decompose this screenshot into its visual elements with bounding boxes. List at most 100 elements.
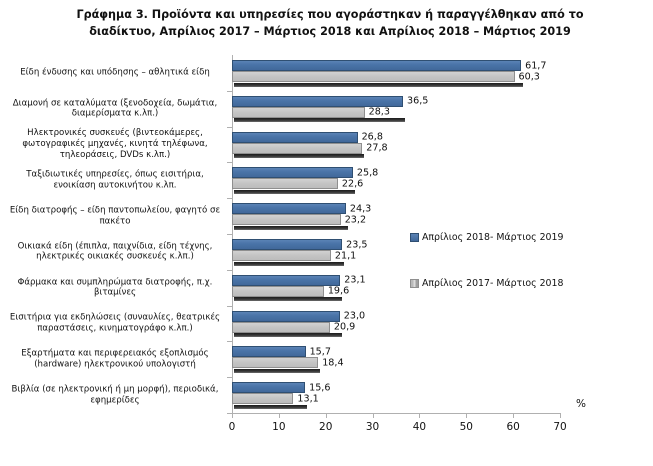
x-axis-tick <box>513 413 515 418</box>
bar-row: Φάρμακα και συμπληρώματα διατροφής, π.χ.… <box>0 270 653 307</box>
bar-value-label: 23,5 <box>346 239 368 250</box>
category-label: Είδη ένδυσης και υπόδησης – αθλητικά είδ… <box>20 67 210 78</box>
y-axis-line <box>232 55 233 414</box>
bar-value-label: 61,7 <box>525 60 547 71</box>
category-label: Είδη διατροφής – είδη παντοπωλείου, φαγη… <box>9 205 221 227</box>
x-axis-tick <box>419 413 421 418</box>
bar-shadow <box>234 404 308 409</box>
bar-row: Εξαρτήματα και περιφερειακός εξοπλισμός … <box>0 341 653 379</box>
bar-series-2017-2018[interactable] <box>232 106 365 118</box>
bar-value-label: 21,1 <box>334 250 357 261</box>
bar-shadow <box>234 333 342 338</box>
bar-series-2018-2019[interactable] <box>232 60 522 71</box>
y-axis-tick <box>227 126 232 128</box>
axis-unit-label: % <box>576 398 586 410</box>
bar-series-2018-2019[interactable] <box>232 346 306 358</box>
bar-value-label: 60,3 <box>518 71 540 82</box>
bar-shadow <box>234 368 321 373</box>
bar-value-label: 23,0 <box>343 310 366 322</box>
bar-value-label: 27,8 <box>366 142 388 154</box>
x-axis-tick-label: 10 <box>272 421 286 433</box>
category-label: Βιβλία (σε ηλεκτρονική ή μη μορφή), περι… <box>11 384 219 406</box>
category-label: Διαμονή σε καταλύματα (ξενοδοχεία, δωμάτ… <box>12 98 218 119</box>
bar-group: 61,7 60,3 <box>232 60 560 87</box>
x-axis-tick-label: 0 <box>228 421 236 433</box>
bar-value-label: 20,9 <box>333 321 356 333</box>
legend-label: Απρίλιος 2017- Μάρτιος 2018 <box>422 278 564 289</box>
bar-shadow <box>234 154 365 159</box>
bar-group: 24,3 23,2 <box>232 203 560 230</box>
bar-value-label: 24,3 <box>349 203 372 215</box>
x-axis-tick-label: 20 <box>319 421 333 433</box>
bar-series-2018-2019[interactable] <box>232 382 306 394</box>
bar-shadow <box>234 118 406 123</box>
bar-group: 15,7 18,4 <box>232 346 560 373</box>
x-axis-tick-label: 70 <box>553 421 567 433</box>
bar-series-2017-2018[interactable] <box>232 142 363 154</box>
category-label: Φάρμακα και συμπληρώματα διατροφής, π.χ.… <box>17 277 213 298</box>
bar-row: Διαμονή σε καταλύματα (ξενοδοχεία, δωμάτ… <box>0 91 653 128</box>
bar-series-2018-2019[interactable] <box>232 274 341 286</box>
x-axis-tick-label: 60 <box>506 421 520 433</box>
bar-value-label: 19,6 <box>327 285 350 297</box>
bar-series-2018-2019[interactable] <box>232 310 340 322</box>
legend-item[interactable]: Απρίλιος 2017- Μάρτιος 2018 <box>410 278 563 289</box>
bar-series-2017-2018[interactable] <box>232 321 330 333</box>
blue-square-icon <box>410 233 419 242</box>
legend-item[interactable]: Απρίλιος 2018- Μάρτιος 2019 <box>410 232 563 243</box>
bar-group: 36,5 28,3 <box>232 95 560 123</box>
bar-value-label: 28,3 <box>368 106 390 118</box>
chart-title-line-2: διαδίκτυο, Απρίλιος 2017 – Μάρτιος 2018 … <box>89 25 571 38</box>
y-axis-tick <box>227 305 232 307</box>
bar-value-label: 22,6 <box>341 178 364 190</box>
x-axis-tick <box>278 413 280 418</box>
bar-shadow <box>234 225 348 230</box>
bar-shadow <box>234 261 345 266</box>
y-axis-tick <box>227 198 232 200</box>
bar-group: 25,8 22,6 <box>232 167 560 194</box>
x-axis-tick <box>466 413 468 418</box>
bar-value-label: 23,2 <box>344 214 367 226</box>
bar-value-label: 15,6 <box>309 382 331 394</box>
x-axis-tick-label: 30 <box>365 421 380 433</box>
bar-series-2017-2018[interactable] <box>232 393 294 405</box>
x-axis-tick <box>560 413 561 418</box>
bar-shadow <box>234 82 524 87</box>
bar-series-2017-2018[interactable] <box>232 214 341 226</box>
bar-series-2018-2019[interactable] <box>232 203 346 215</box>
bar-series-2018-2019[interactable] <box>232 131 358 143</box>
bar-series-2018-2019[interactable] <box>232 95 404 107</box>
x-axis-tick <box>372 413 374 418</box>
bar-series-2018-2019[interactable] <box>232 167 353 179</box>
bar-row: Είδη ένδυσης και υπόδησης – αθλητικά είδ… <box>0 55 653 92</box>
bar-series-2017-2018[interactable] <box>232 357 319 369</box>
bar-series-2017-2018[interactable] <box>232 71 515 82</box>
bar-row: Ηλεκτρονικές συσκευές (βιντεοκάμερες, φω… <box>0 127 653 164</box>
bar-value-label: 26,8 <box>361 131 383 143</box>
bar-value-label: 13,1 <box>297 393 319 405</box>
y-axis-tick <box>227 162 232 164</box>
bar-shadow <box>234 189 355 194</box>
bar-row: Ταξιδιωτικές υπηρεσίες, όπως εισιτήρια, … <box>0 162 653 200</box>
bar-group: 26,8 27,8 <box>232 131 560 159</box>
y-axis-tick <box>227 412 232 414</box>
bar-value-label: 18,4 <box>322 357 344 369</box>
x-axis-line <box>232 413 561 414</box>
bar-series-2017-2018[interactable] <box>232 285 324 297</box>
y-axis-tick <box>227 341 232 343</box>
bar-series-2018-2019[interactable] <box>232 239 343 250</box>
bar-group: 23,1 19,6 <box>232 274 560 302</box>
x-axis-tick <box>325 413 327 418</box>
legend-label: Απρίλιος 2018- Μάρτιος 2019 <box>422 232 564 243</box>
bar-series-2017-2018[interactable] <box>232 178 338 190</box>
bar-value-label: 25,8 <box>356 167 379 179</box>
bar-group: 15,6 13,1 <box>232 382 560 409</box>
y-axis-tick <box>227 90 232 92</box>
y-axis-tick <box>227 233 232 235</box>
category-label: Ηλεκτρονικές συσκευές (βιντεοκάμερες, φω… <box>22 128 208 160</box>
category-label: Οικιακά είδη (έπιπλα, παιχνίδια, είδη τέ… <box>17 241 213 262</box>
bar-series-2017-2018[interactable] <box>232 250 331 261</box>
bar-shadow <box>234 297 343 302</box>
chart-title: Γράφημα 3. Προϊόντα και υπηρεσίες που αγ… <box>60 6 600 40</box>
x-axis-tick <box>232 413 233 418</box>
